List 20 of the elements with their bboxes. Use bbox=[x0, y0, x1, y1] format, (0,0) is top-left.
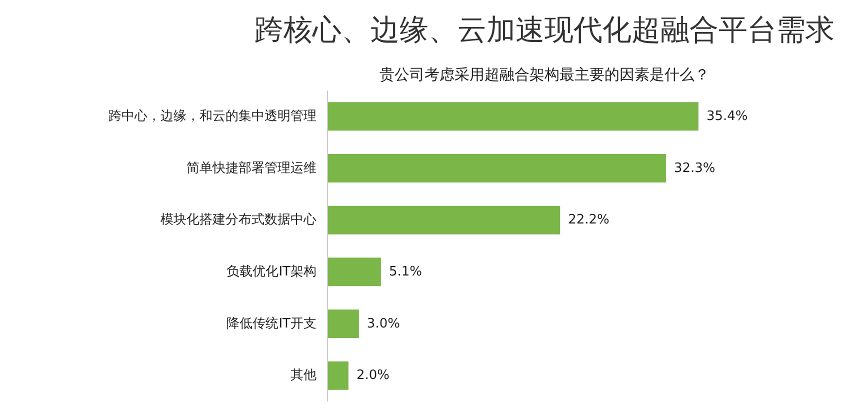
chart-subtitle: 贵公司考虑采用超融合架构最主要的因素是什么？ bbox=[380, 66, 710, 84]
bar bbox=[328, 154, 666, 183]
y-tick-label: 模块化搭建分布式数据中心 bbox=[160, 212, 316, 228]
y-tick-label: 负载优化IT架构 bbox=[226, 264, 317, 280]
y-tick-label: 其他 bbox=[290, 368, 316, 384]
data-label: 5.1% bbox=[388, 264, 422, 280]
bar bbox=[328, 258, 381, 286]
data-label: 32.3% bbox=[674, 160, 716, 176]
data-label: 35.4% bbox=[706, 108, 748, 124]
bar bbox=[328, 206, 560, 234]
data-label: 22.2% bbox=[568, 212, 610, 228]
bar bbox=[328, 361, 348, 390]
y-tick-label: 降低传统IT开支 bbox=[226, 316, 317, 332]
bar bbox=[328, 309, 359, 338]
y-tick-label: 跨中心，边缘，和云的集中透明管理 bbox=[108, 108, 316, 124]
bar bbox=[328, 102, 698, 131]
chart-title: 跨核心、边缘、云加速现代化超融合平台需求 bbox=[254, 12, 834, 46]
y-tick-label: 简单快捷部署管理运维 bbox=[186, 160, 316, 176]
data-label: 3.0% bbox=[366, 316, 400, 332]
data-label: 2.0% bbox=[356, 368, 390, 384]
